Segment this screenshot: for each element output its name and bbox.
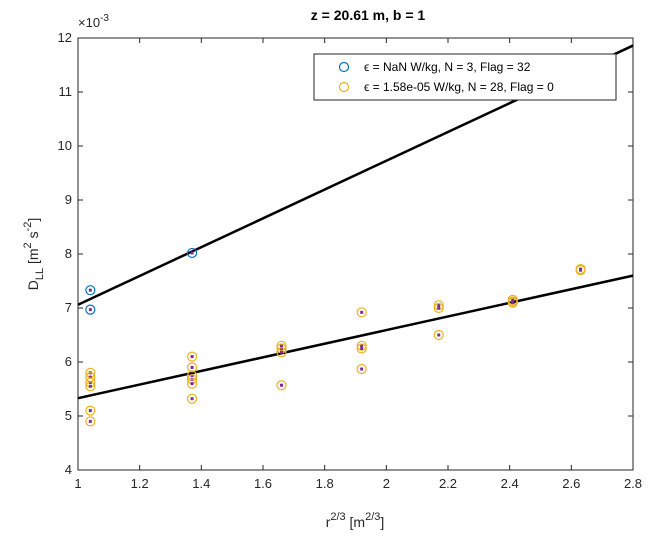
y-tick-label: 11	[59, 84, 73, 99]
data-point-center-dot	[511, 298, 515, 302]
y-label-sub: LL	[34, 268, 46, 280]
data-point-series-2	[433, 302, 444, 314]
data-point-series-2	[356, 343, 367, 354]
data-point-series-2	[186, 378, 198, 389]
data-point-series-2	[433, 300, 444, 311]
data-point-center-dot	[88, 375, 92, 379]
data-point-center-dot	[190, 251, 194, 255]
data-point-center-dot	[280, 383, 283, 387]
data-point-center-dot	[88, 381, 92, 385]
data-point-series-1	[85, 304, 96, 315]
data-point-center-dot	[88, 308, 92, 312]
y-exponent-base: ×10	[78, 15, 100, 30]
x-tick-label: 2	[383, 476, 390, 491]
legend: ϵ = NaN W/kg, N = 3, Flag = 32 ϵ = 1.58e…	[313, 53, 617, 101]
y-tick-label: 8	[65, 246, 72, 261]
data-point-series-2	[186, 351, 198, 362]
data-point-series-2	[85, 416, 96, 427]
data-point-center-dot	[88, 288, 92, 292]
axes-box	[77, 37, 634, 471]
x-tick-label: 2.2	[439, 476, 457, 491]
data-point-center-dot	[437, 303, 441, 307]
x-tick-label: 1.8	[316, 476, 334, 491]
y-label-unit-a: [m	[25, 248, 41, 267]
data-point-series-1	[85, 285, 96, 296]
data-point-series-2	[356, 307, 367, 318]
x-axis-ticks: 1 1.2 1.4 1.6 1.8 2 2.2 2.4 2.6 2.8	[74, 38, 642, 491]
y-label-sup-a: 2	[22, 242, 34, 248]
x-tick-label: 2.4	[501, 476, 519, 491]
x-label-unit-end: ]	[380, 514, 384, 530]
y-tick-label: 10	[58, 138, 72, 153]
data-point-center-dot	[88, 419, 92, 423]
x-tick-label: 1.6	[254, 476, 272, 491]
y-label-unit-end: ]	[25, 218, 41, 222]
legend-label-series-1: ϵ = NaN W/kg, N = 3, Flag = 32	[364, 60, 531, 74]
data-point-series-2	[276, 380, 287, 391]
data-point-center-dot	[190, 355, 194, 359]
data-point-center-dot	[579, 268, 583, 272]
y-tick-label: 12	[58, 30, 72, 45]
y-tick-label: 5	[65, 408, 72, 423]
data-point-center-dot	[190, 397, 194, 401]
fit-line-2	[77, 274, 634, 400]
chart-title: z = 20.61 m, b = 1	[311, 7, 426, 23]
data-point-series-2	[85, 381, 96, 392]
y-exponent-label: ×10-3	[78, 13, 109, 30]
y-tick-label: 4	[65, 462, 72, 477]
data-point-series-2	[575, 265, 586, 276]
data-point-series-2	[433, 329, 444, 341]
x-tick-label: 1.4	[192, 476, 210, 491]
data-point-center-dot	[190, 382, 194, 386]
y-label-base: D	[25, 280, 41, 290]
data-point-center-dot	[360, 344, 364, 348]
x-label-base: r	[326, 514, 331, 530]
data-point-series-2	[276, 340, 287, 351]
y-exponent-power: -3	[100, 13, 109, 24]
data-point-center-dot	[360, 310, 364, 314]
data-point-center-dot	[280, 347, 283, 350]
legend-marker-series-2	[338, 81, 350, 93]
legend-marker-series-1	[338, 61, 350, 73]
data-point-center-dot	[190, 365, 194, 369]
data-point-center-dot	[437, 306, 441, 310]
legend-box	[313, 53, 617, 101]
y-label-unit-b: s	[25, 231, 41, 242]
data-point-series-2	[356, 363, 367, 375]
x-tick-label: 1	[74, 476, 81, 491]
y-tick-label: 6	[65, 354, 72, 369]
x-label-unit-sup: 2/3	[365, 511, 380, 523]
data-point-series-2	[356, 340, 367, 351]
data-point-center-dot	[360, 367, 364, 371]
data-point-center-dot	[511, 301, 515, 305]
data-markers	[85, 247, 586, 427]
y-axis-label: DLL [m2 s-2]	[22, 218, 46, 291]
x-label-sup: 2/3	[330, 511, 345, 523]
y-axis-ticks: 4 5 6 7 8 9 10 11 12	[58, 30, 633, 477]
data-point-series-2	[186, 362, 198, 373]
data-point-center-dot	[280, 344, 283, 348]
data-point-center-dot	[437, 333, 441, 337]
data-point-series-2	[85, 405, 96, 416]
x-axis-label: r2/3 [m2/3]	[326, 511, 385, 530]
data-point-series-2	[276, 347, 287, 358]
data-point-center-dot	[88, 409, 92, 413]
x-tick-label: 2.8	[624, 476, 642, 491]
y-tick-label: 7	[65, 300, 72, 315]
data-point-center-dot	[360, 347, 364, 350]
data-point-series-2	[507, 297, 518, 308]
y-tick-label: 9	[65, 192, 72, 207]
data-point-center-dot	[280, 350, 283, 354]
x-tick-label: 1.2	[131, 476, 149, 491]
data-point-center-dot	[88, 384, 92, 388]
x-tick-label: 2.6	[562, 476, 580, 491]
legend-label-series-2: ϵ = 1.58e-05 W/kg, N = 28, Flag = 0	[364, 80, 554, 94]
x-label-unit: [m	[346, 514, 365, 530]
data-point-series-2	[186, 393, 198, 404]
plot-area: 1 1.2 1.4 1.6 1.8 2 2.2 2.4 2.6 2.8 4 5 6 7 8 9 10 11 12	[58, 30, 643, 491]
data-point-center-dot	[190, 374, 194, 377]
data-point-series-1	[186, 247, 198, 259]
y-label-sup-b: -2	[22, 222, 34, 232]
